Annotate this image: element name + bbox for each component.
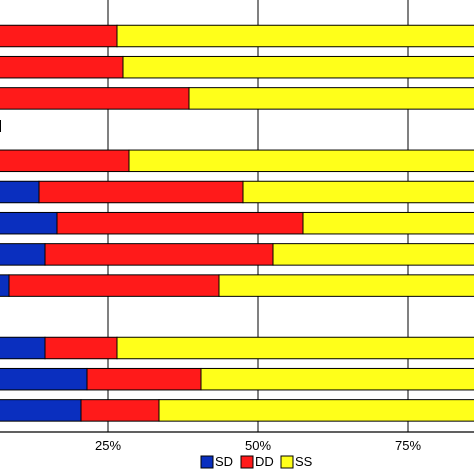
bar-segment-sd bbox=[0, 180, 40, 204]
bar-segment-ss bbox=[158, 399, 474, 422]
bar-segment-sd bbox=[0, 367, 88, 391]
legend-swatch-ss bbox=[280, 455, 294, 469]
bar-segment-ss bbox=[242, 180, 474, 204]
bar-segment-dd bbox=[44, 336, 118, 360]
bar-segment-dd bbox=[56, 211, 304, 235]
bar-segment-dd bbox=[0, 87, 190, 110]
bar-segment-sd bbox=[0, 243, 46, 266]
bar-segment-dd bbox=[80, 399, 160, 422]
bar-segment-sd bbox=[0, 399, 82, 422]
bar-segment-dd bbox=[38, 180, 244, 204]
bar-segment-dd bbox=[44, 243, 274, 266]
legend: SD DD SS bbox=[200, 454, 313, 469]
bar-segment-dd bbox=[0, 24, 118, 48]
bar-segment-dd bbox=[0, 55, 124, 79]
legend-swatch-sd bbox=[200, 455, 214, 469]
bar-segment-dd bbox=[8, 274, 220, 297]
x-tick-label: 75% bbox=[395, 438, 421, 453]
legend-label-dd: DD bbox=[255, 454, 274, 469]
bar-segment-ss bbox=[116, 24, 474, 48]
bar-segment-ss bbox=[128, 149, 474, 173]
bar-segment-ss bbox=[302, 211, 474, 235]
bar-segment-ss bbox=[200, 367, 474, 391]
bar-segment-dd bbox=[86, 367, 202, 391]
bar-segment-sd bbox=[0, 274, 10, 297]
bar-segment-ss bbox=[122, 55, 474, 79]
x-axis: 25% 50% 75% bbox=[0, 431, 474, 453]
bar-segment-sd bbox=[0, 211, 58, 235]
legend-swatch-dd bbox=[240, 455, 254, 469]
bar-segment-sd bbox=[0, 336, 46, 360]
legend-label-sd: SD bbox=[215, 454, 233, 469]
x-tick-label: 25% bbox=[95, 438, 121, 453]
bar-segment-ss bbox=[218, 274, 474, 297]
bar-segment-dd bbox=[0, 149, 130, 173]
x-tick-label: 50% bbox=[245, 438, 271, 453]
legend-label-ss: SS bbox=[295, 454, 313, 469]
bar-segment-ss bbox=[188, 87, 474, 110]
bar-segment-ss bbox=[272, 243, 474, 266]
bars bbox=[0, 24, 474, 422]
bar-segment-ss bbox=[116, 336, 474, 360]
